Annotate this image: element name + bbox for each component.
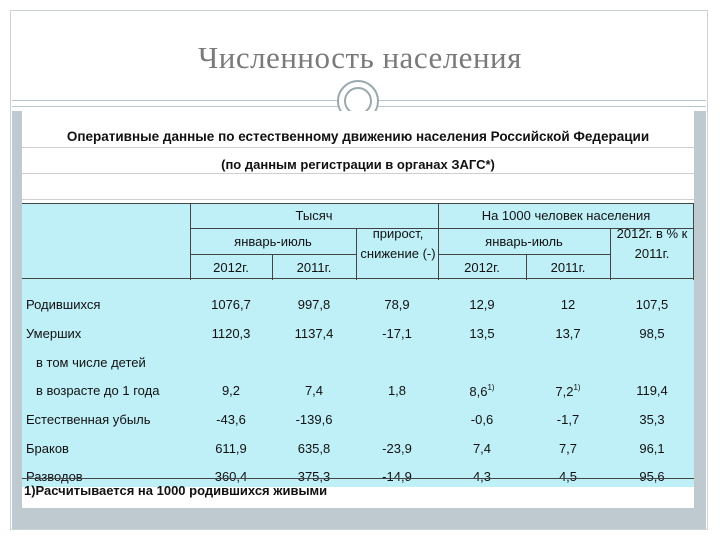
table-cell: 4,3 [472,469,492,484]
grid-line [693,204,694,280]
table-cell: 7,4 [472,441,492,456]
table-cell: 119,4 [636,383,668,398]
table-cell: 360,4 [214,469,248,484]
row-label-deaths: Умерших [26,326,82,341]
table-cell: -0,6 [470,412,494,427]
row-label-marriages: Браков [26,441,69,456]
grid-line [356,228,357,280]
header-jan-jul-per-1000: январь-июль [485,234,563,249]
grid-line [190,204,191,280]
table-cell: 611,9 [215,441,247,456]
table-cell: 375,3 [297,469,331,484]
cell-value: 8,6 [469,384,488,399]
table-cell: 12,9 [469,297,495,312]
table-bottom-rule [22,478,694,479]
table-cell: 12 [560,297,576,312]
grid-line [438,254,610,255]
document-header: Оперативные данные по естественному движ… [22,111,694,203]
header-2011-thousand: 2011г. [296,260,332,275]
grid-line [610,228,611,280]
table-cell: -14,9 [382,469,412,484]
table-cell: -139,6 [295,412,333,427]
table-cell: 1137,4 [294,326,334,341]
footnote-marker: 1) [487,383,495,392]
table-cell: 35,3 [639,412,665,427]
table-cell: 7,7 [558,441,578,456]
statistics-table: Тысяч На 1000 человек населения январь-и… [22,203,694,487]
table-cell: 997,8 [297,297,331,312]
header-per-1000: На 1000 человек населения [481,208,651,223]
cell-value: 7,2 [555,384,574,399]
table-cell: -43,6 [216,412,246,427]
header-thousand: Тысяч [295,208,333,223]
footnote: 1)Расчитывается на 1000 родившихся живым… [24,483,328,498]
row-label-children: в том числе детей [36,355,146,370]
statistics-document: Оперативные данные по естественному движ… [22,111,694,508]
row-label-natural-decrease: Естественная убыль [26,412,151,427]
grid-line [190,254,356,255]
header-2012-thousand: 2012г. [213,260,249,275]
table-cell: 635,8 [297,441,331,456]
header-2012-per-1000: 2012г. [464,260,500,275]
table-cell: 98,5 [639,326,665,341]
grid-line [438,228,694,229]
footnote-marker: 1) [573,383,581,392]
header-growth: прирост, снижение (-) [360,226,436,261]
table-header: Тысяч На 1000 человек населения январь-и… [22,203,694,280]
row-label-births: Родившихся [26,297,101,312]
grid-line [272,254,273,280]
table-cell: 13,5 [469,326,495,341]
grid-line [438,204,439,280]
table-cell: 1076,7 [211,297,251,312]
table-cell: 9,2 [221,383,241,398]
table-cell: 1,8 [387,383,407,398]
row-label-divorces: Разводов [26,469,83,484]
grid-line [190,228,438,229]
table-cell: 8,61) [438,383,526,399]
document-heading: Оперативные данные по естественному движ… [66,129,650,144]
table-cell: 7,21) [526,383,610,399]
slide-frame [10,10,708,530]
table-cell: 7,4 [304,383,324,398]
header-2011-per-1000: 2011г. [550,260,586,275]
slide-title: Численность населения [198,40,522,75]
table-cell: -23,9 [382,441,412,456]
table-cell: 95,6 [639,469,665,484]
table-cell: 96,1 [639,441,665,456]
table-cell: 78,9 [384,297,410,312]
table-cell: 13,7 [555,326,581,341]
row-label-infants: в возрасте до 1 года [36,383,160,398]
grid-line [526,254,527,280]
table-cell: 4,5 [558,469,578,484]
table-cell: 1120,3 [211,326,251,341]
header-percent: 2012г. в % к 2011г. [616,226,688,261]
header-jan-jul: январь-июль [234,234,312,249]
table-cell: -17,1 [382,326,412,341]
table-cell: 107,5 [635,297,669,312]
table-cell: -1,7 [556,412,580,427]
document-subheading: (по данным регистрации в органах ЗАГС*) [221,157,495,172]
